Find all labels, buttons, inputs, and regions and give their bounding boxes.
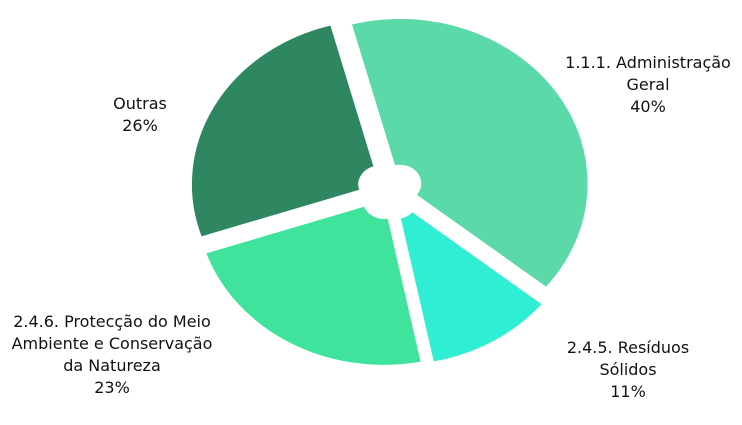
pie-slice — [350, 18, 589, 288]
slice-label: 2.4.5. Resíduos Sólidos 11% — [543, 337, 713, 403]
pie-slice — [399, 211, 544, 363]
category-label: 1.1.1. Administração Geral — [565, 53, 731, 94]
value-label: 26% — [122, 116, 158, 135]
category-label: 2.4.5. Resíduos Sólidos — [566, 338, 690, 379]
pie-slice — [205, 205, 422, 366]
slice-label: 1.1.1. Administração Geral 40% — [548, 52, 742, 118]
pie-slice — [190, 24, 375, 238]
slice-label: 2.4.6. Protecção do Meio Ambiente e Cons… — [2, 311, 222, 399]
value-label: 23% — [94, 378, 130, 397]
value-label: 11% — [610, 382, 646, 401]
category-label: 2.4.6. Protecção do Meio Ambiente e Cons… — [11, 312, 213, 375]
value-label: 40% — [630, 97, 666, 116]
category-label: Outras — [113, 94, 167, 113]
slice-label: Outras 26% — [95, 93, 185, 137]
